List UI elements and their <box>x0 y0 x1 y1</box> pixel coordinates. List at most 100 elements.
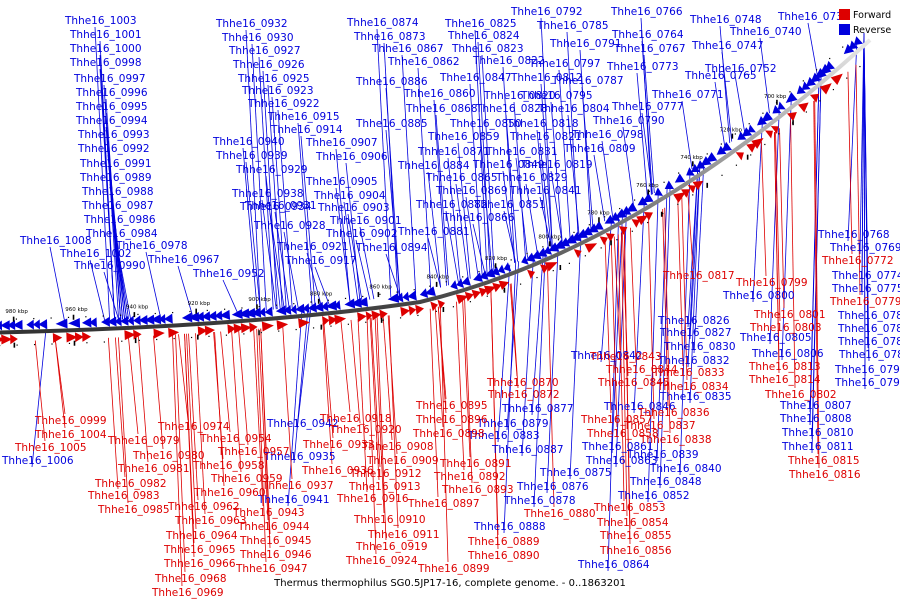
leader-line <box>374 317 385 514</box>
reverse-gene-arrow <box>543 245 553 255</box>
reverse-gene-label: Thhe16_0905 <box>305 176 378 188</box>
leader-line <box>610 238 618 428</box>
reverse-gene-label: Thhe16_0932 <box>215 18 288 30</box>
leader-line <box>855 64 861 296</box>
leader-line <box>293 306 309 464</box>
reverse-gene-label: Thhe16_0822 <box>472 55 545 67</box>
reverse-gene-label: Thhe16_0847 <box>439 72 512 84</box>
leader-line <box>505 114 519 262</box>
scale-minor-tick <box>775 102 778 104</box>
forward-gene-label: Thhe16_0909 <box>366 455 439 467</box>
scale-minor-tick <box>312 327 315 329</box>
reverse-gene-label: Thhe16_0866 <box>442 212 515 224</box>
scale-minor-tick <box>600 247 602 249</box>
scale-tick <box>133 312 136 318</box>
leader-line <box>481 54 495 271</box>
forward-gene-arrow <box>379 309 388 320</box>
forward-gene-arrow <box>74 332 84 343</box>
reverse-gene-arrow <box>127 315 134 326</box>
leader-line <box>863 33 866 390</box>
reverse-gene-arrow <box>26 319 34 330</box>
leader-line <box>401 54 417 294</box>
reverse-gene-label: Thhe16_0904 <box>313 190 386 202</box>
reverse-gene-label: Thhe16_0928 <box>253 220 326 232</box>
reverse-gene-arrow <box>344 298 356 309</box>
leader-line <box>506 261 520 431</box>
leader-line <box>641 40 653 195</box>
scale-minor-tick <box>154 312 156 315</box>
genome-backbone <box>0 38 872 335</box>
reverse-gene-arrow <box>531 250 542 260</box>
reverse-gene-label: Thhe16_0790 <box>592 115 665 127</box>
reverse-gene-label: Thhe16_0967 <box>147 254 220 266</box>
forward-gene-label: Thhe16_0858 <box>586 428 659 440</box>
forward-gene-arrow <box>492 282 502 293</box>
reverse-gene-label: Thhe16_0978 <box>115 240 188 252</box>
reverse-gene-label: Thhe16_0771 <box>651 89 724 101</box>
reverse-gene-arrow <box>163 313 173 324</box>
forward-gene-arrow <box>830 73 843 85</box>
forward-gene-label: Thhe16_0799 <box>735 277 808 289</box>
reverse-gene-arrow <box>89 317 97 328</box>
forward-gene-label: Thhe16_0944 <box>237 521 310 533</box>
reverse-gene-label: Thhe16_0811 <box>781 441 854 453</box>
leader-line <box>306 252 322 306</box>
reverse-gene-label: Thhe16_0863 <box>585 455 658 467</box>
forward-gene-label: Thhe16_0908 <box>361 441 434 453</box>
forward-gene-arrow <box>787 111 797 122</box>
reverse-gene-arrow <box>120 315 129 326</box>
scale-minor-tick <box>208 335 210 337</box>
scale-ticks: 980 kbp 960 kbp 940 kbp 920 kbp 900 kbp 880 k… <box>0 46 861 348</box>
reverse-gene-arrow <box>264 306 273 317</box>
reverse-gene-arrow <box>737 131 747 140</box>
reverse-gene-arrow <box>674 173 686 183</box>
scale-minor-tick <box>243 333 245 335</box>
reverse-gene-label: Thhe16_0861 <box>581 441 654 453</box>
leader-line <box>296 305 312 431</box>
leader-line <box>643 54 655 194</box>
leader-line <box>497 264 511 443</box>
forward-gene-label: Thhe16_0813 <box>748 361 821 373</box>
forward-gene-label: Thhe16_0845 <box>597 377 670 389</box>
forward-gene-label: Thhe16_0913 <box>348 481 421 493</box>
scale-minor-tick <box>494 265 496 267</box>
scale-minor-tick <box>678 172 680 174</box>
scale-minor-tick <box>137 313 139 316</box>
reverse-gene-label: Thhe16_0808 <box>779 413 852 425</box>
leader-line <box>779 128 785 309</box>
scale-minor-tick <box>486 295 488 297</box>
leader-line <box>531 250 544 416</box>
scale-tick <box>746 154 749 160</box>
reverse-gene-label: Thhe16_0874 <box>346 17 419 29</box>
forward-gene-arrow <box>765 130 773 139</box>
reverse-gene-arrow <box>214 310 223 321</box>
reverse-gene-label: Thhe16_0842 <box>570 350 643 362</box>
leader-line <box>734 74 746 133</box>
reverse-gene-arrow <box>741 127 753 137</box>
reverse-gene-label: Thhe16_0821 <box>509 131 582 143</box>
scale-minor-tick <box>413 289 415 291</box>
reverse-gene-label: Thhe16_0764 <box>611 29 684 41</box>
forward-gene-label: Thhe16_0893 <box>441 484 514 496</box>
scale-minor-tick <box>225 334 228 336</box>
leader-line <box>861 33 865 296</box>
reverse-gene-label: Thhe16_0775 <box>831 283 900 295</box>
leader-line <box>539 142 552 248</box>
leader-line <box>469 83 483 275</box>
reverse-gene-arrow <box>843 44 855 55</box>
leader-line <box>847 71 853 255</box>
leader-line <box>664 207 671 434</box>
leader-line <box>118 337 129 504</box>
reverse-gene-label: Thhe16_0903 <box>317 202 390 214</box>
scale-minor-tick <box>241 307 243 309</box>
leader-line <box>613 236 621 351</box>
forward-gene-arrow <box>124 330 136 341</box>
reverse-gene-arrow <box>621 205 632 215</box>
leader-line <box>314 266 330 305</box>
reverse-gene-arrow <box>68 317 81 328</box>
forward-gene-label: Thhe16_0896 <box>415 414 488 426</box>
scale-minor-tick <box>647 221 649 224</box>
scale-minor-tick <box>310 301 312 303</box>
scale-minor-tick <box>573 231 575 234</box>
reverse-gene-label: Thhe16_0791 <box>549 38 622 50</box>
